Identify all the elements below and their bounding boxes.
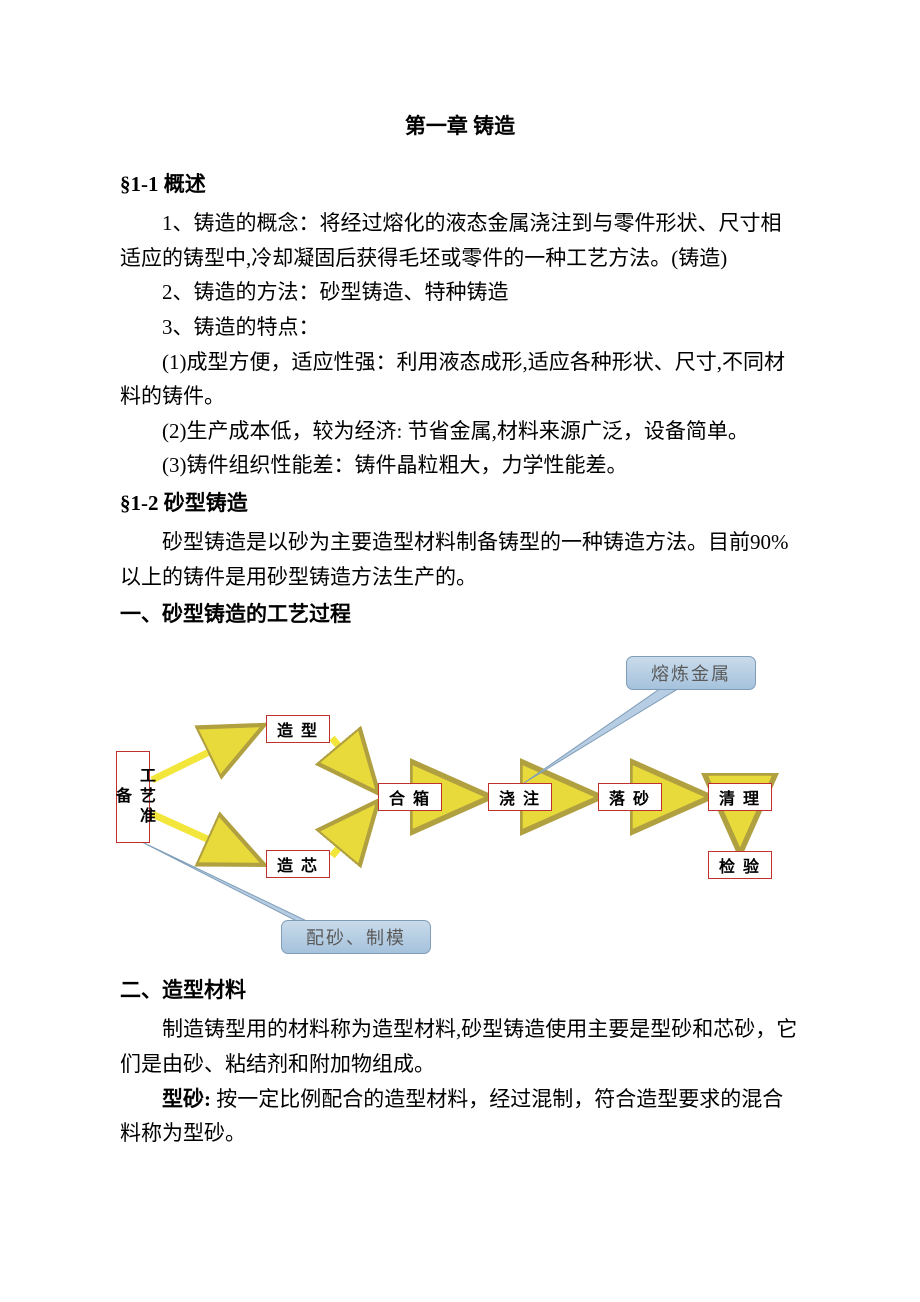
node-clean: 清 理 bbox=[708, 783, 772, 811]
sec2-sub2: 二、造型材料 bbox=[120, 974, 800, 1004]
sec2-intro: 砂型铸造是以砂为主要造型材料制备铸型的一种铸造方法。目前90%以上的铸件是用砂型… bbox=[120, 525, 800, 594]
callout-melt: 熔炼金属 bbox=[626, 656, 756, 690]
node-prep: 工艺准备 bbox=[116, 751, 150, 843]
node-pour: 浇 注 bbox=[488, 783, 552, 811]
chapter-title: 第一章 铸造 bbox=[120, 110, 800, 140]
node-molding: 造 型 bbox=[266, 715, 330, 743]
sand-casting-flowchart: 工艺准备 造 型 造 芯 合 箱 浇 注 落 砂 清 理 检 验 熔炼金属 配砂… bbox=[116, 638, 796, 968]
sec2-sub1: 一、砂型铸造的工艺过程 bbox=[120, 598, 800, 628]
sec2-mat1: 制造铸型用的材料称为造型材料,砂型铸造使用主要是型砂和芯砂，它们是由砂、粘结剂和… bbox=[120, 1012, 800, 1081]
sec1-p5: (2)生产成本低，较为经济: 节省金属,材料来源广泛，设备简单。 bbox=[120, 414, 800, 449]
sec1-p4: (1)成型方便，适应性强：利用液态成形,适应各种形状、尺寸,不同材料的铸件。 bbox=[120, 345, 800, 414]
section-2-heading: §1-2 砂型铸造 bbox=[120, 487, 800, 517]
sec1-p6: (3)铸件组织性能差：铸件晶粒粗大，力学性能差。 bbox=[120, 448, 800, 483]
node-coremaking: 造 芯 bbox=[266, 850, 330, 878]
sec1-p2: 2、铸造的方法：砂型铸造、特种铸造 bbox=[120, 275, 800, 310]
sec1-p1: 1、铸造的概念：将经过熔化的液态金属浇注到与零件形状、尺寸相适应的铸型中,冷却凝… bbox=[120, 206, 800, 275]
callout-prepnote: 配砂、制模 bbox=[281, 920, 431, 954]
node-inspect: 检 验 bbox=[708, 851, 772, 879]
sec2-mat2-rest: 按一定比例配合的造型材料，经过混制，符合造型要求的混合料称为型砂。 bbox=[120, 1087, 783, 1146]
node-assemble: 合 箱 bbox=[378, 783, 442, 811]
sec1-p3: 3、铸造的特点： bbox=[120, 310, 800, 345]
sec2-mat2: 型砂: 按一定比例配合的造型材料，经过混制，符合造型要求的混合料称为型砂。 bbox=[120, 1082, 800, 1151]
section-1-heading: §1-1 概述 bbox=[120, 168, 800, 198]
node-shakeout: 落 砂 bbox=[598, 783, 662, 811]
sec2-mat2-term: 型砂: bbox=[162, 1087, 211, 1111]
